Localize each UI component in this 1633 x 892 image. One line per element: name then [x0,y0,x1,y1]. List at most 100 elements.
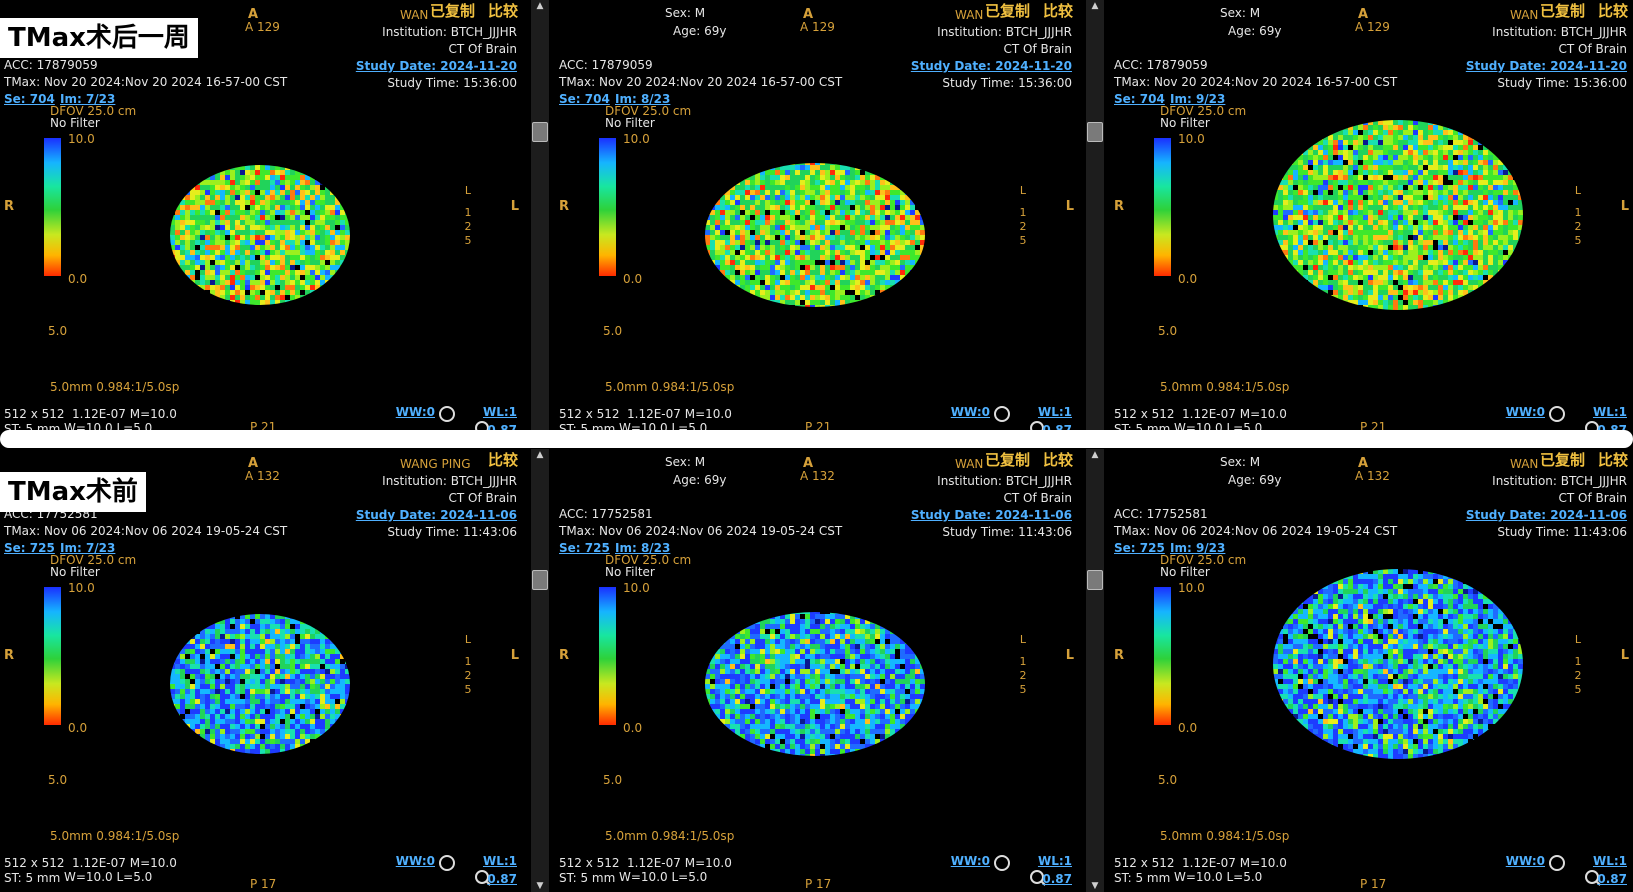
study-date-link[interactable]: Study Date: 2024-11-06 [356,508,517,522]
window-level-link[interactable]: WL:1 [483,405,517,419]
compare-label: 比较 [488,4,518,18]
scale-min: 0.0 [623,272,642,286]
scroll-up-icon[interactable]: ▲ [1086,449,1104,461]
window-width-link[interactable]: WW:0 [1506,405,1545,419]
scale-min: 0.0 [68,721,87,735]
side-char: 2 [1573,669,1583,683]
scroll-up-icon[interactable]: ▲ [1086,0,1104,12]
recon-param: 1.12E-07 M=10.0 [627,856,732,870]
window-width-link[interactable]: WW:0 [951,405,990,419]
contrast-icon[interactable] [994,855,1010,871]
side-char: 2 [1573,220,1583,234]
side-indicator: L 125 [1573,633,1583,697]
window-width-link[interactable]: WW:0 [396,405,435,419]
window-width-link[interactable]: WW:0 [396,854,435,868]
viewport-bottom-2[interactable]: AA 132 WAN 已复制 比较 Institution: BTCH_JJJHR CT … [555,449,1080,892]
viewport-top-1[interactable]: AA 129 WAN 已复制 比较 Institution: BTCH_JJJHR CT … [0,0,525,443]
study-date-link[interactable]: Study Date: 2024-11-06 [911,508,1072,522]
copied-label: 已复制 [985,4,1030,18]
series-link[interactable]: Se: 704 [1114,92,1165,106]
scrollbar-top-2[interactable]: ▲▼ [1086,0,1104,443]
side-char: 5 [1573,683,1583,697]
accession-number: ACC: 17752581 [559,507,653,521]
contrast-icon[interactable] [1549,406,1565,422]
divider-bar [0,430,1633,448]
institution: Institution: BTCH_JJJHR [1492,474,1627,488]
contrast-icon[interactable] [439,855,455,871]
study-date-link[interactable]: Study Date: 2024-11-20 [1466,59,1627,73]
orient-left: L [511,648,519,663]
study-date-link[interactable]: Study Date: 2024-11-20 [356,59,517,73]
study-description: CT Of Brain [1004,42,1072,56]
anterior-index: A 129 [800,20,835,34]
series-link[interactable]: Se: 704 [559,92,610,106]
side-indicator: L 125 [1018,184,1028,248]
scrollbar-bottom-1[interactable]: ▲ ▼ [531,449,549,892]
scroll-down-icon[interactable]: ▼ [531,880,549,892]
slice-info: 5.0mm 0.984:1/5.0sp [1160,829,1289,843]
window-level-link[interactable]: WL:1 [1593,405,1627,419]
orient-right: R [1114,199,1124,214]
scroll-thumb[interactable] [1087,570,1103,590]
viewport-bottom-1[interactable]: AA 132 WANG PING 比较 Institution: BTCH_JJJHR… [0,449,525,892]
orient-right: R [4,199,14,214]
scrollbar-top-1[interactable]: ▲▼ [531,0,549,443]
anterior-index: A 132 [245,469,280,483]
slice-info: 5.0mm 0.984:1/5.0sp [605,829,734,843]
series-link[interactable]: Se: 725 [4,541,55,555]
orient-right: R [559,648,569,663]
patient-name-short: WAN [1510,457,1538,471]
institution: Institution: BTCH_JJJHR [382,25,517,39]
study-time: Study Time: 15:36:00 [942,76,1072,90]
copied-label: 已复制 [430,4,475,18]
contrast-icon[interactable] [1549,855,1565,871]
copied-label: 已复制 [1540,4,1585,18]
scale-mid: 5.0 [1158,324,1177,338]
scroll-thumb[interactable] [1087,122,1103,142]
recon-param: 1.12E-07 M=10.0 [72,407,177,421]
window-width-link[interactable]: WW:0 [1506,854,1545,868]
side-char: 1 [1018,206,1028,220]
window-params: W=10.0 L=5.0 [64,870,152,884]
study-date-link[interactable]: Study Date: 2024-11-20 [911,59,1072,73]
patient-sex: Sex: M [1220,6,1260,20]
patient-age: Age: 69y [1228,24,1281,38]
window-width-link[interactable]: WW:0 [951,854,990,868]
window-level-link[interactable]: WL:1 [1038,405,1072,419]
recon-param: 1.12E-07 M=10.0 [1182,407,1287,421]
study-date-link[interactable]: Study Date: 2024-11-06 [1466,508,1627,522]
series-link[interactable]: Se: 725 [1114,541,1165,555]
filter-label: No Filter [605,565,655,579]
series-link[interactable]: Se: 725 [559,541,610,555]
series-link[interactable]: Se: 704 [4,92,55,106]
zoom-value[interactable]: 0.87 [1042,872,1072,886]
viewport-top-3[interactable]: AA 129 WAN 已复制 比较 Institution: BTCH_JJJHR CT … [1110,0,1633,443]
scale-max: 10.0 [68,132,95,146]
scroll-down-icon[interactable]: ▼ [1086,880,1104,892]
side-char: 5 [1018,234,1028,248]
scroll-up-icon[interactable]: ▲ [531,0,549,12]
side-char: 1 [1573,206,1583,220]
zoom-value[interactable]: 0.87 [1597,872,1627,886]
compare-label: 比较 [1043,4,1073,18]
window-level-link[interactable]: WL:1 [483,854,517,868]
side-char: 5 [463,234,473,248]
contrast-icon[interactable] [439,406,455,422]
window-level-link[interactable]: WL:1 [1593,854,1627,868]
perfusion-map [110,135,410,339]
viewport-bottom-3[interactable]: AA 132 WAN 已复制 比较 Institution: BTCH_JJJHR CT … [1110,449,1633,892]
scale-min: 0.0 [1178,721,1197,735]
window-level-link[interactable]: WL:1 [1038,854,1072,868]
contrast-icon[interactable] [994,406,1010,422]
slice-info: 5.0mm 0.984:1/5.0sp [50,380,179,394]
color-scale-bar [44,138,61,276]
scrollbar-bottom-2[interactable]: ▲ ▼ [1086,449,1104,892]
side-char: L [1573,184,1583,198]
viewport-top-2[interactable]: AA 129 WAN 已复制 比较 Institution: BTCH_JJJHR CT … [555,0,1080,443]
orient-right: R [559,199,569,214]
scroll-thumb[interactable] [532,122,548,142]
scroll-thumb[interactable] [532,570,548,590]
zoom-value[interactable]: 0.87 [487,872,517,886]
anterior-index: A 129 [245,20,280,34]
scroll-up-icon[interactable]: ▲ [531,449,549,461]
